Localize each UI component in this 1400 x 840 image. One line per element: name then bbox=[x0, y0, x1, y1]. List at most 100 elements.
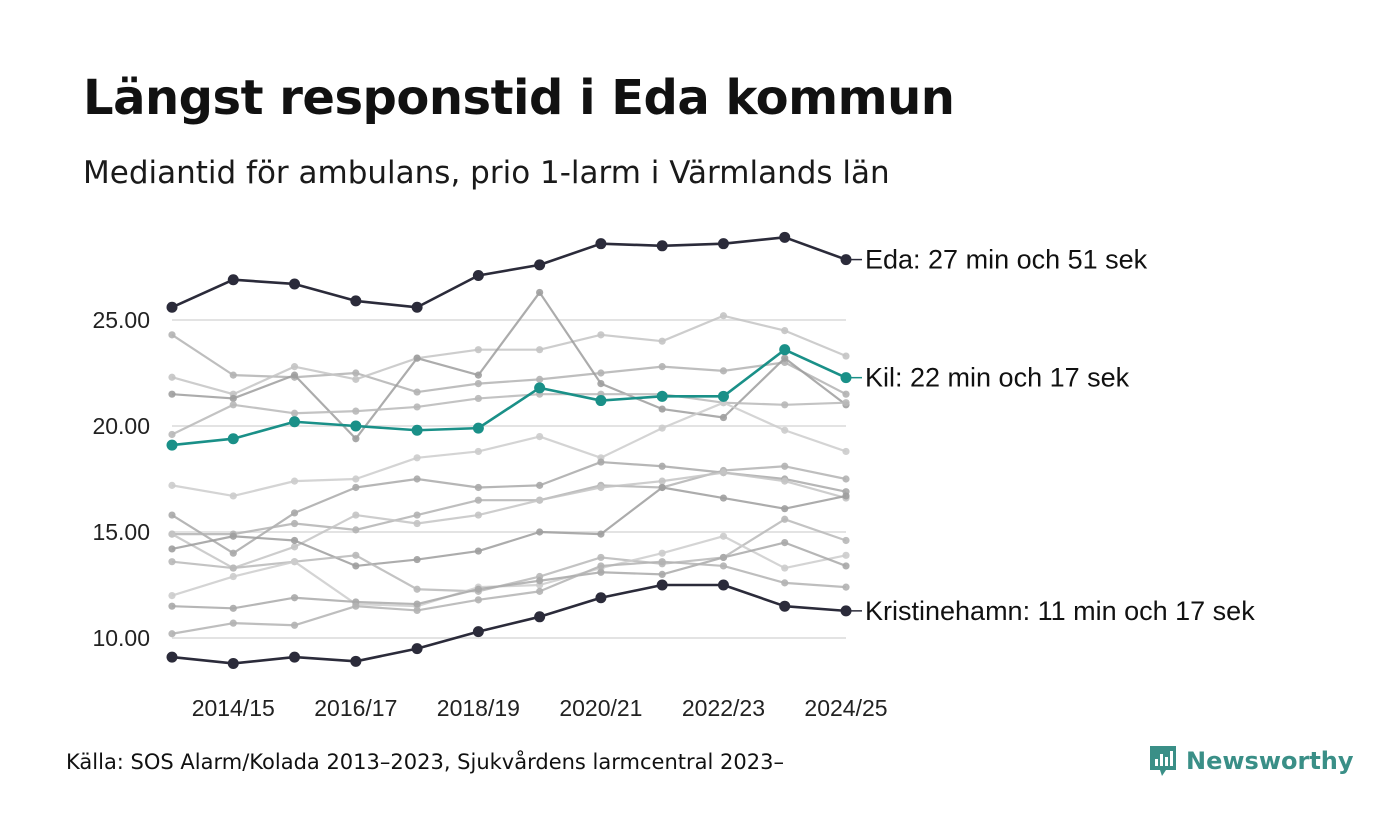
data-point bbox=[779, 600, 791, 612]
data-point bbox=[290, 558, 299, 566]
data-point bbox=[717, 579, 729, 591]
data-point bbox=[352, 602, 360, 610]
series-line bbox=[171, 393, 847, 436]
data-point bbox=[227, 274, 239, 286]
data-point bbox=[719, 312, 728, 320]
data-point bbox=[597, 568, 605, 576]
data-point bbox=[474, 483, 482, 492]
data-point bbox=[658, 462, 666, 470]
series-callout-eda: Eda: 27 min och 51 sek bbox=[865, 245, 1148, 275]
data-point bbox=[781, 426, 789, 434]
series-eda bbox=[166, 231, 852, 313]
context-series-kommun-g bbox=[168, 462, 850, 538]
newsworthy-logo[interactable]: Newsworthy bbox=[1148, 744, 1354, 778]
series-line bbox=[171, 401, 847, 498]
context-series-kommun-m bbox=[168, 558, 850, 638]
data-point bbox=[842, 390, 850, 398]
data-point bbox=[534, 611, 546, 623]
data-point bbox=[719, 469, 728, 477]
data-point bbox=[352, 526, 360, 534]
data-point bbox=[658, 405, 666, 413]
data-point bbox=[656, 579, 668, 591]
series-kristinehamn bbox=[166, 579, 852, 669]
data-point bbox=[472, 269, 484, 281]
data-point bbox=[168, 545, 176, 553]
data-point bbox=[168, 373, 176, 381]
data-point bbox=[781, 354, 789, 362]
data-point bbox=[411, 301, 423, 313]
data-point bbox=[474, 585, 482, 593]
y-axis-ticks: 10.00 15.00 20.00 25.00 bbox=[92, 307, 150, 651]
logo-text: Newsworthy bbox=[1186, 747, 1354, 775]
data-point bbox=[781, 564, 789, 572]
data-point bbox=[413, 511, 421, 519]
data-point bbox=[840, 254, 852, 266]
data-point bbox=[840, 605, 852, 617]
data-point bbox=[229, 394, 237, 403]
data-point bbox=[597, 380, 605, 388]
series-line bbox=[171, 236, 847, 309]
data-point bbox=[842, 447, 850, 456]
data-point bbox=[413, 555, 421, 564]
data-point bbox=[719, 494, 728, 502]
data-point bbox=[411, 643, 423, 655]
series-kil bbox=[166, 344, 852, 451]
data-point bbox=[658, 424, 666, 432]
data-point bbox=[352, 369, 360, 377]
data-point bbox=[229, 492, 237, 500]
data-point bbox=[413, 454, 421, 462]
data-point bbox=[413, 600, 421, 608]
data-point bbox=[289, 416, 301, 428]
series-line bbox=[171, 471, 847, 570]
data-point bbox=[717, 390, 729, 402]
data-point bbox=[597, 553, 605, 562]
series-line bbox=[171, 583, 847, 665]
x-tick-label: 2024/25 bbox=[804, 695, 887, 721]
data-point bbox=[472, 422, 484, 434]
data-point bbox=[597, 331, 605, 339]
data-point bbox=[168, 530, 176, 538]
data-point bbox=[474, 346, 482, 354]
context-series-kommun-a bbox=[168, 331, 850, 398]
x-tick-label: 2014/15 bbox=[192, 695, 275, 721]
data-point bbox=[413, 388, 421, 396]
data-point bbox=[229, 401, 237, 409]
data-point bbox=[536, 346, 544, 354]
data-point bbox=[168, 630, 176, 638]
data-point bbox=[352, 435, 360, 443]
data-point bbox=[595, 592, 607, 604]
series-callouts: Eda: 27 min och 51 sek Kil: 22 min och 17… bbox=[850, 245, 1255, 626]
data-point bbox=[719, 413, 728, 422]
data-point bbox=[842, 352, 850, 360]
data-point bbox=[289, 278, 301, 290]
data-point bbox=[227, 433, 239, 445]
data-point bbox=[168, 390, 176, 398]
data-point bbox=[719, 553, 728, 562]
data-point bbox=[781, 401, 789, 409]
data-point bbox=[474, 447, 482, 456]
data-point bbox=[289, 651, 301, 663]
data-point bbox=[352, 375, 360, 383]
data-point bbox=[352, 475, 360, 483]
data-point bbox=[413, 585, 421, 593]
data-point bbox=[536, 375, 544, 383]
data-point bbox=[842, 583, 850, 591]
newsworthy-logo-icon bbox=[1150, 746, 1176, 776]
data-point bbox=[290, 509, 299, 517]
data-point bbox=[290, 536, 299, 545]
data-point bbox=[168, 558, 176, 566]
data-point bbox=[842, 562, 850, 570]
data-point bbox=[413, 519, 421, 528]
data-point bbox=[719, 367, 728, 375]
data-point bbox=[290, 543, 299, 551]
context-series-kommun-h bbox=[168, 469, 850, 572]
data-point bbox=[781, 505, 789, 513]
data-point bbox=[290, 594, 299, 602]
series-callout-kristinehamn: Kristinehamn: 11 min och 17 sek bbox=[865, 596, 1255, 626]
data-point bbox=[229, 604, 237, 612]
y-tick-label: 15.00 bbox=[92, 519, 150, 545]
data-point bbox=[781, 515, 789, 523]
data-point bbox=[168, 511, 176, 519]
data-point bbox=[350, 420, 362, 432]
data-point bbox=[656, 390, 668, 402]
